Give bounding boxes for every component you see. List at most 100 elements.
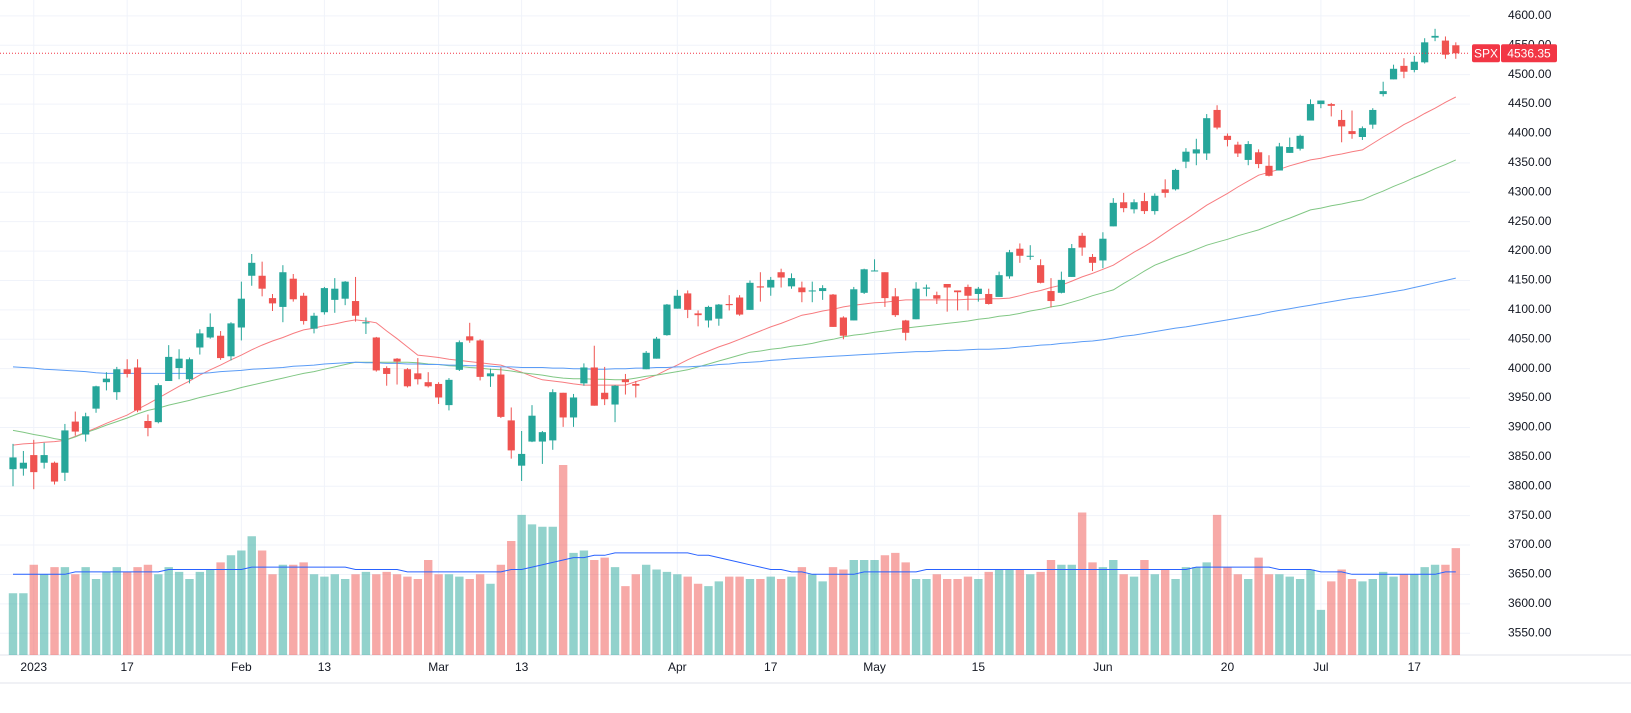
volume-bar: [631, 574, 640, 655]
candle-body: [123, 369, 131, 374]
volume-bar: [984, 571, 993, 655]
candle-body: [902, 320, 910, 333]
candle-body: [819, 288, 827, 292]
candle-body: [154, 385, 162, 423]
volume-bar: [1358, 581, 1367, 655]
candle-body: [1088, 256, 1097, 263]
volume-bar: [1285, 576, 1294, 655]
volume-bar: [1295, 579, 1305, 655]
volume-bar: [621, 586, 630, 655]
volume-bar: [652, 569, 661, 655]
x-tick-label: 17: [121, 660, 135, 674]
volume-bar: [714, 581, 724, 655]
candle-body: [82, 416, 90, 435]
y-tick-label: 4350.00: [1508, 155, 1552, 169]
candle-body: [1338, 119, 1346, 127]
volume-bar: [776, 579, 786, 655]
candle-body: [1265, 165, 1273, 176]
volume-bar: [963, 576, 973, 655]
candle-body: [1379, 91, 1387, 95]
candle-body: [787, 278, 796, 287]
y-tick-label: 4050.00: [1508, 331, 1552, 345]
candle-body: [621, 379, 630, 383]
candle-body: [258, 275, 266, 289]
candle-body: [1099, 238, 1107, 261]
volume-bar: [268, 574, 277, 655]
candle-body: [175, 358, 183, 369]
volume-bar: [1160, 569, 1170, 655]
volume-bar: [818, 581, 827, 655]
y-tick-label: 4000.00: [1508, 361, 1552, 375]
candle-body: [850, 289, 858, 321]
candle-body: [1441, 40, 1450, 55]
volume-bar: [911, 579, 921, 655]
candle-body: [507, 420, 515, 451]
volume-bar: [382, 571, 391, 655]
candle-body: [1389, 68, 1398, 80]
volume-bar: [361, 571, 371, 655]
candle-body: [1182, 151, 1190, 162]
volume-bar: [1005, 569, 1014, 655]
volume-bar: [206, 569, 215, 655]
candle-body: [1452, 45, 1460, 54]
candle-body: [455, 342, 463, 370]
volume-bar: [81, 567, 90, 655]
candle-body: [933, 295, 941, 299]
candle-body: [362, 322, 370, 324]
volume-bar: [465, 579, 474, 655]
candle-body: [1223, 135, 1232, 140]
candle-body: [165, 356, 173, 382]
volume-bar: [413, 579, 423, 655]
candle-body: [528, 415, 536, 442]
y-tick-label: 3650.00: [1508, 567, 1552, 581]
candle-body: [839, 317, 847, 336]
candle-body: [1244, 144, 1252, 160]
x-tick-label: Jun: [1093, 660, 1112, 674]
volume-bar: [527, 524, 537, 655]
volume-bar: [880, 555, 890, 655]
volume-bar: [974, 579, 983, 655]
volume-bar: [1337, 569, 1346, 655]
volume-bar: [579, 550, 589, 655]
candle-body: [590, 367, 598, 406]
volume-bar: [1015, 569, 1025, 655]
candle-body: [133, 367, 142, 411]
candle-body: [767, 279, 775, 288]
volume-bar: [859, 560, 869, 655]
candle-body: [1016, 248, 1024, 256]
candle-body: [1005, 252, 1014, 277]
candle-body: [424, 382, 432, 387]
volume-bar: [735, 576, 744, 655]
candle-body: [642, 352, 650, 370]
volume-bar: [309, 574, 319, 655]
volume-bar: [548, 526, 557, 655]
volume-bar: [953, 579, 962, 655]
volume-bar: [1275, 574, 1284, 655]
volume-bar: [112, 567, 121, 655]
volume-bar: [1036, 571, 1045, 655]
x-tick-label: 17: [764, 660, 778, 674]
candle-body: [310, 315, 318, 329]
volume-bar: [662, 571, 672, 655]
candle-body: [351, 301, 360, 316]
candle-body: [1140, 201, 1149, 212]
moving-average-line: [12, 96, 1457, 446]
candle-body: [953, 290, 962, 293]
candle-body: [227, 323, 235, 357]
candle-body: [30, 455, 38, 473]
x-tick-label: 15: [972, 660, 986, 674]
candle-body: [279, 272, 287, 307]
volume-bar: [673, 574, 682, 655]
candle-body: [985, 293, 993, 304]
candle-body: [1151, 195, 1159, 212]
y-tick-label: 4150.00: [1508, 273, 1552, 287]
symbol-tag: [1472, 44, 1500, 63]
volume-bar: [340, 579, 350, 655]
candle-body: [9, 457, 17, 470]
volume-bar: [1368, 579, 1377, 655]
candle-body: [206, 326, 214, 338]
volume-bar: [1441, 564, 1450, 655]
candle-body: [1327, 104, 1335, 106]
x-tick-label: Jul: [1313, 660, 1328, 674]
candle-body: [1109, 202, 1117, 227]
